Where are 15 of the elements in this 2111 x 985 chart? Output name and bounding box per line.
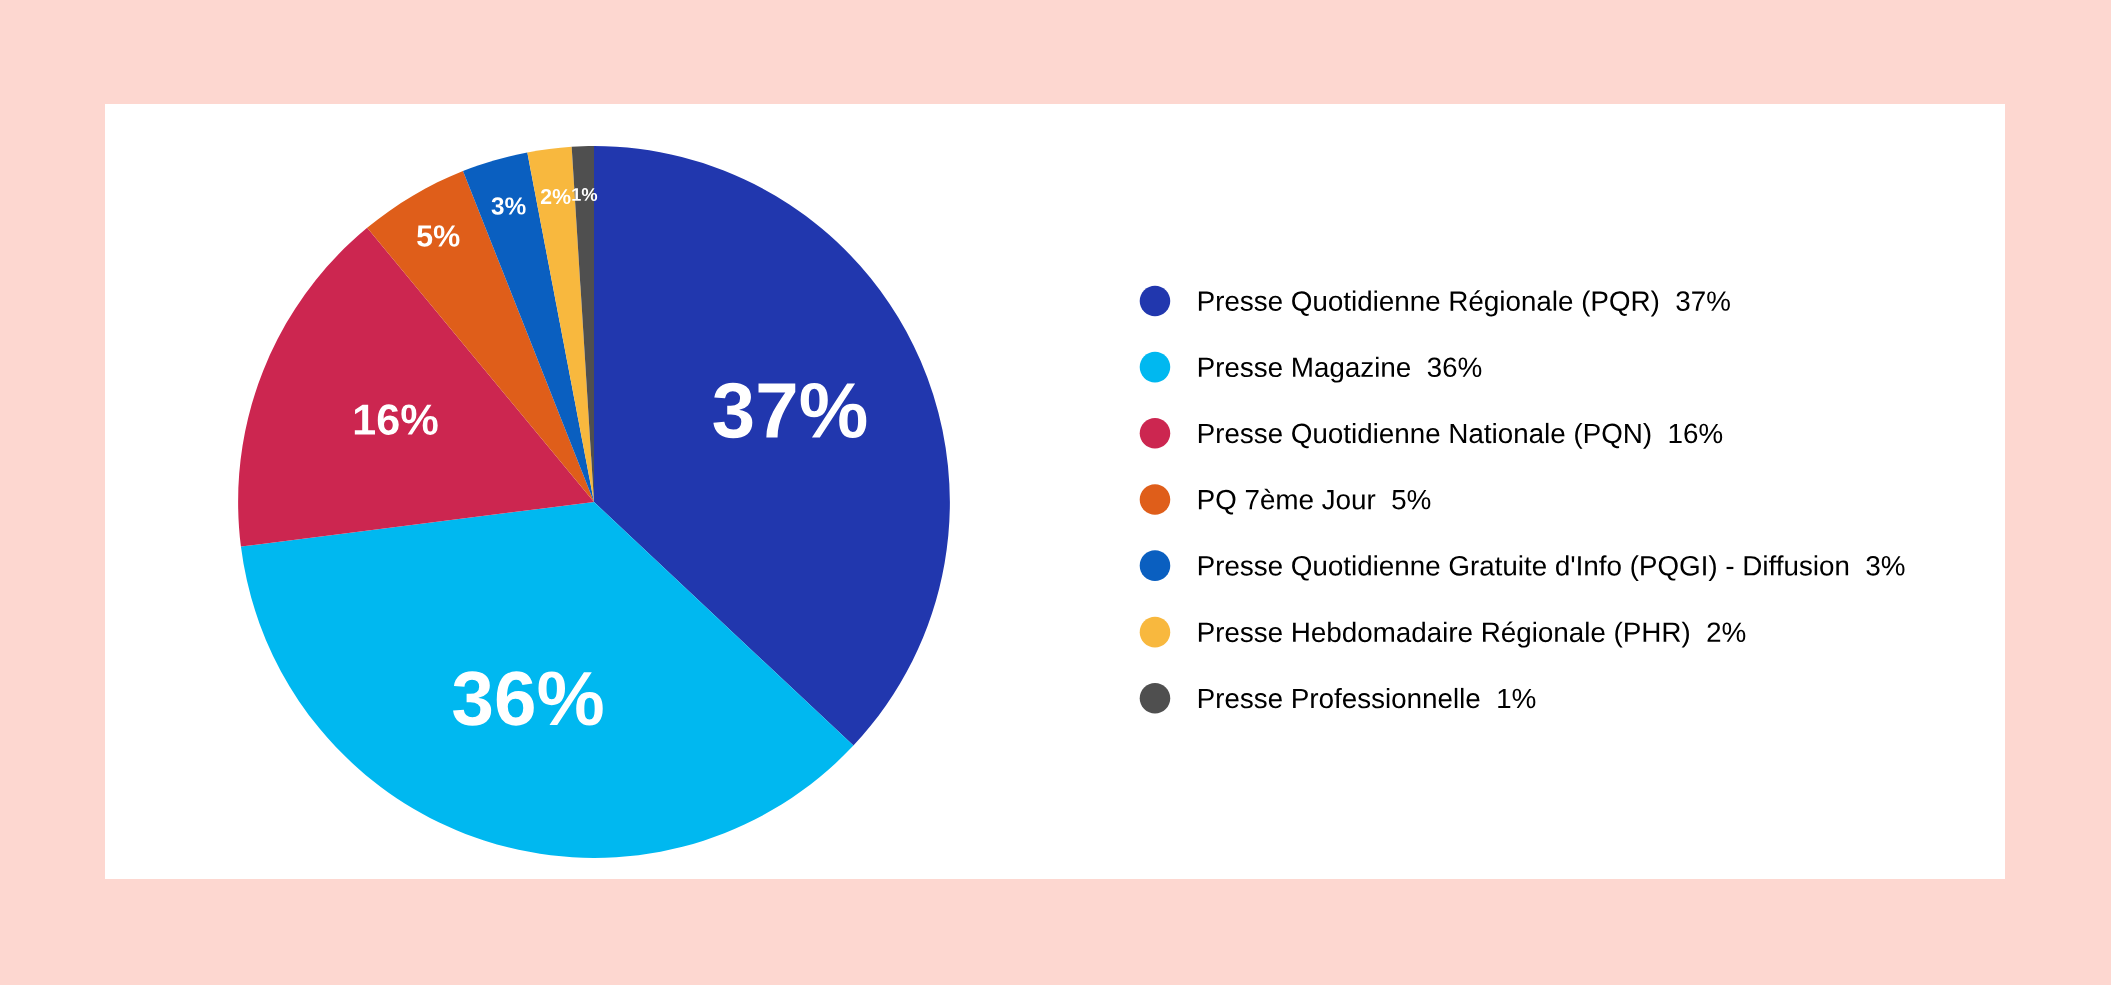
legend-label: Presse Magazine 36% — [1198, 356, 1482, 383]
legend-label: Presse Quotidienne Nationale (PQN) 16% — [1198, 422, 1723, 449]
pie-slice — [238, 227, 594, 547]
legend-label: Presse Professionnelle 1% — [1198, 687, 1536, 709]
data-label: 5% — [417, 225, 460, 247]
legend-label: Presse Quotidienne Régionale (PQR) 37% — [1198, 290, 1730, 317]
data-label: 36% — [453, 671, 603, 726]
data-label: 37% — [713, 382, 867, 439]
pie-slice — [240, 502, 854, 858]
data-label: 16% — [354, 404, 438, 436]
data-label: 3% — [491, 197, 526, 215]
legend-label: PQ 7ème Jour 5% — [1198, 488, 1431, 515]
data-label: 2% — [540, 188, 571, 205]
legend-label: Presse Hebdomadaire Régionale (PHR) 2% — [1198, 621, 1746, 648]
legend-label: Presse Quotidienne Gratuite d'Info (PQGI) - Diffusion 3% — [1198, 555, 1905, 582]
